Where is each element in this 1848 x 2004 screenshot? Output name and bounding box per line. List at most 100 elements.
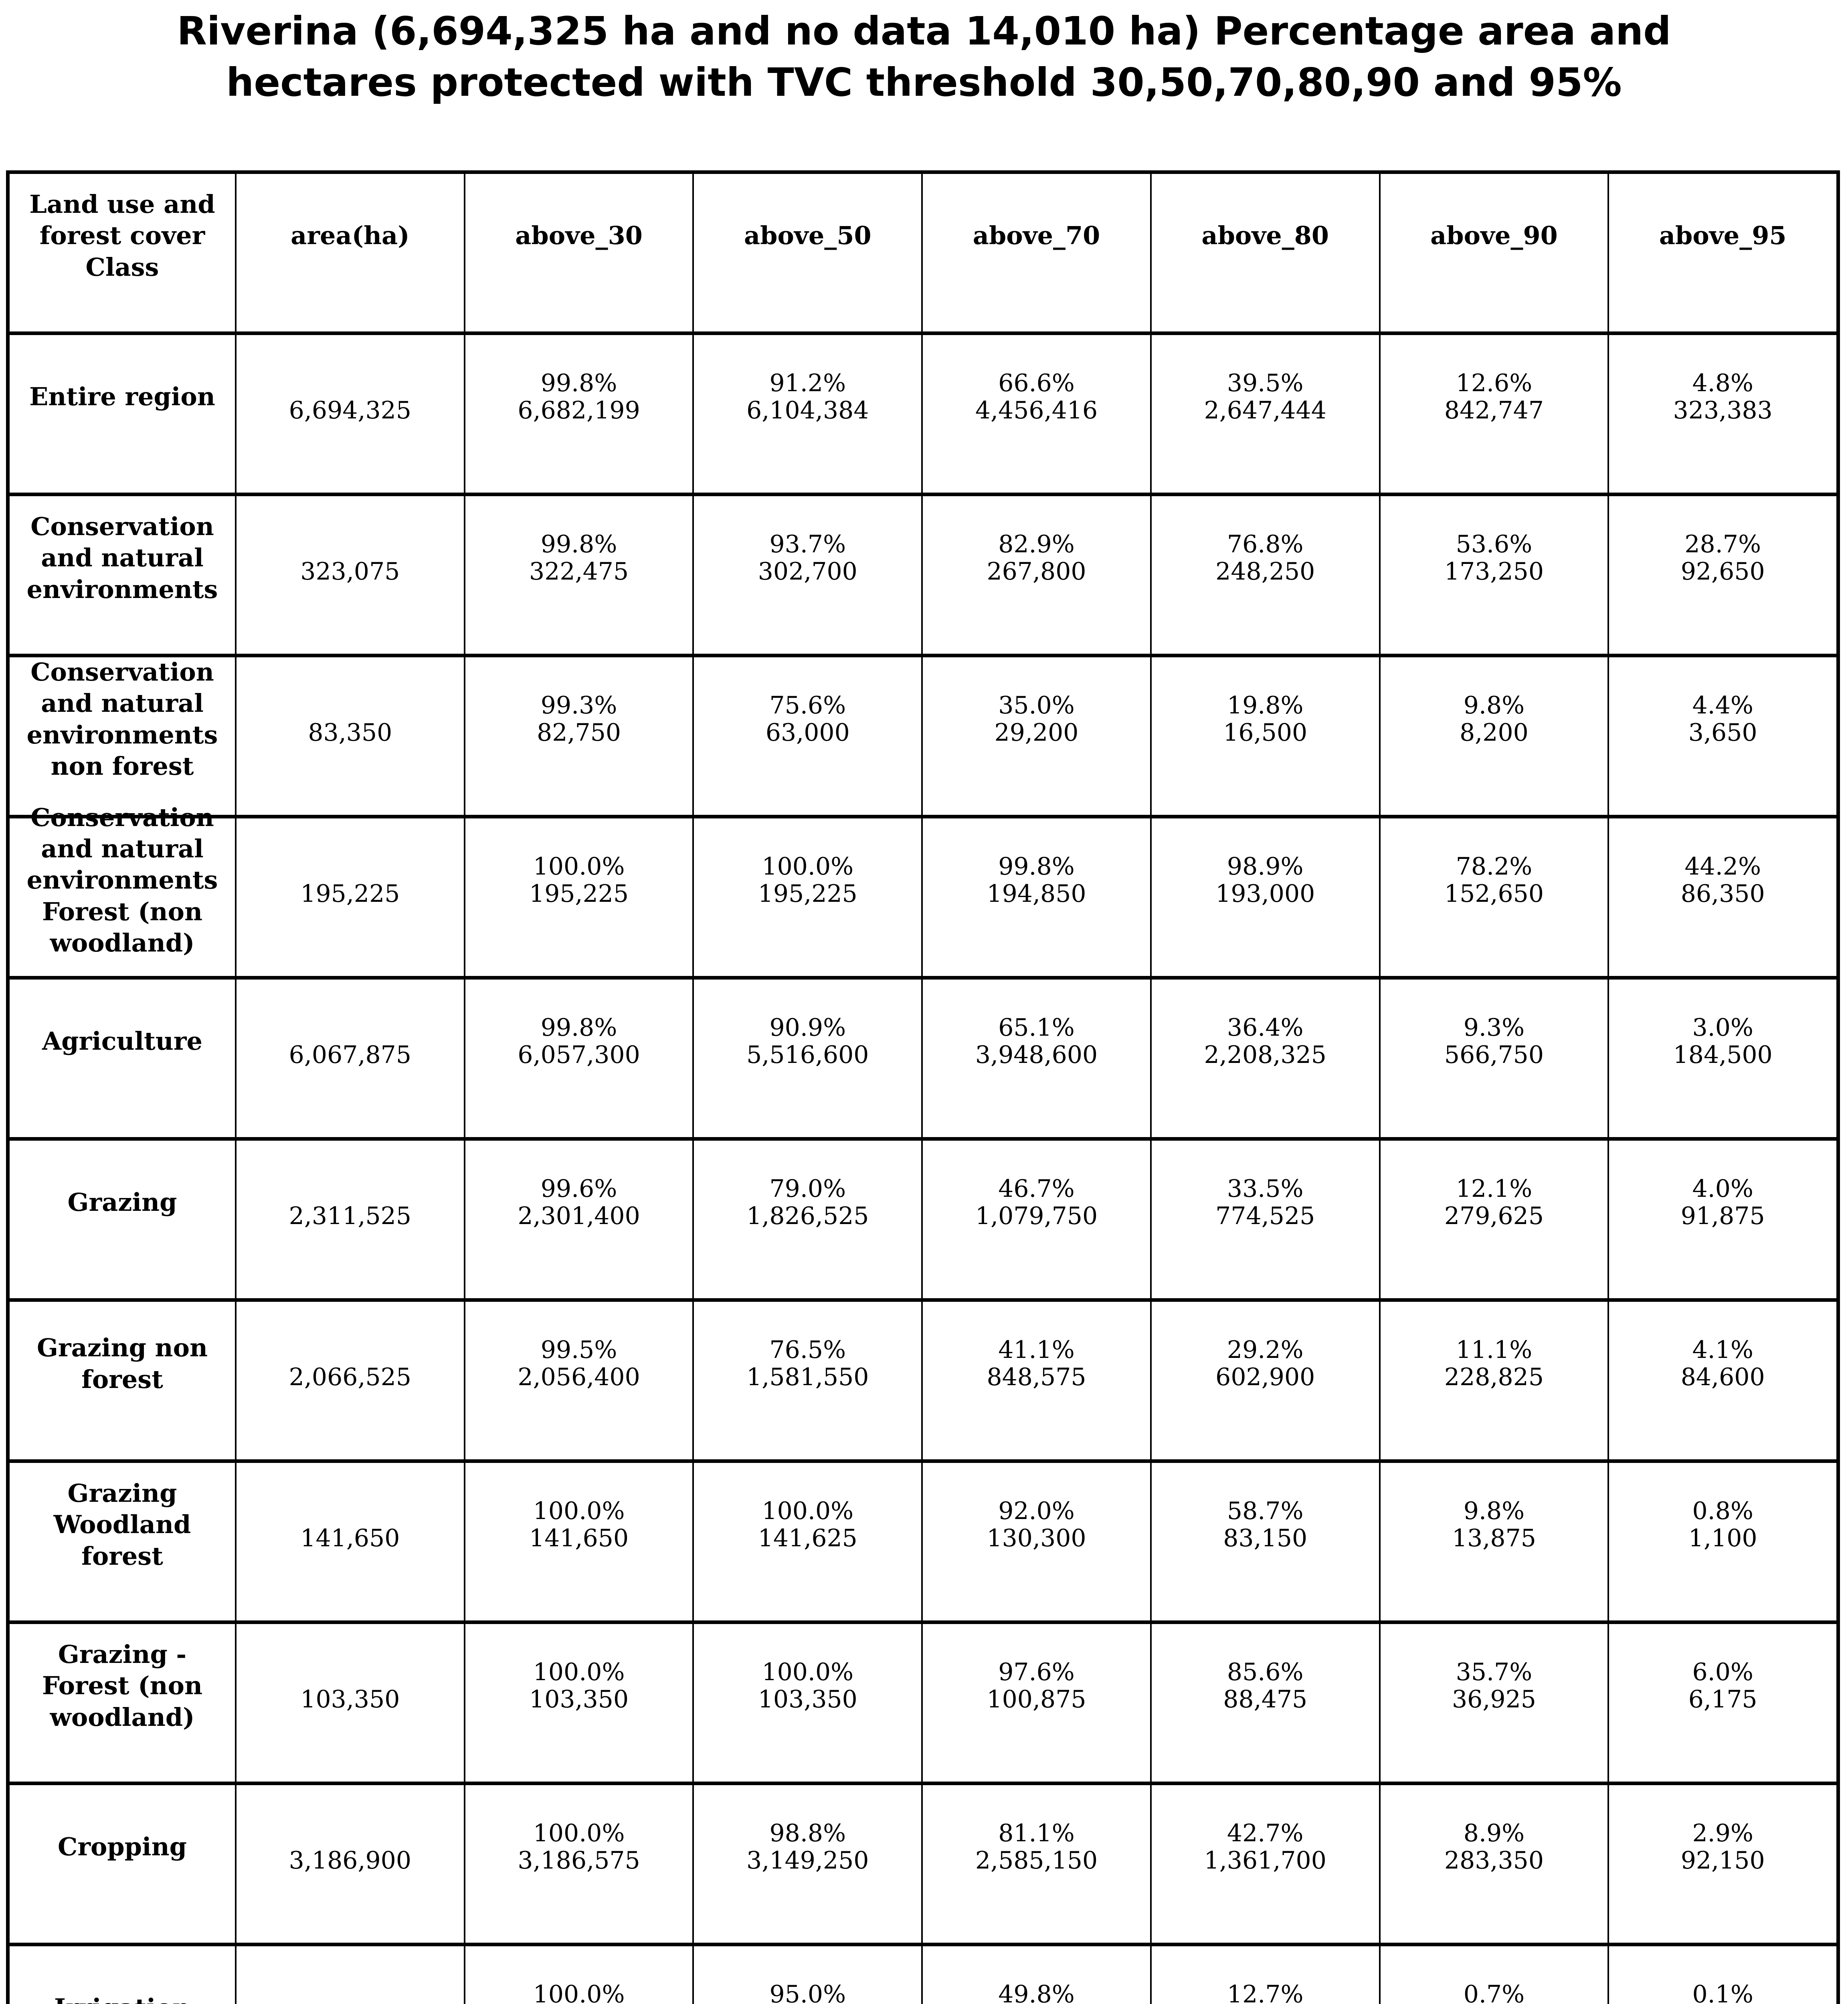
threshold-cell: 4.8% 323,383	[1609, 335, 1836, 493]
area-number: 83,350	[308, 718, 392, 747]
hectares-value: 29,200	[994, 718, 1079, 747]
threshold-cell: 12.7%71,975	[1152, 1946, 1381, 2004]
header-cell: area(ha)	[237, 174, 465, 331]
threshold-value: 99.8% 194,850	[923, 853, 1150, 908]
threshold-value: 12.6% 842,747	[1381, 370, 1608, 424]
threshold-cell: 98.8% 3,149,250	[694, 1785, 923, 1943]
threshold-value: 28.7% 92,650	[1609, 531, 1836, 586]
hectares-value: 36,925	[1452, 1685, 1536, 1713]
report-title-line2: hectares protected with TVC threshold 30…	[226, 60, 1622, 105]
threshold-value: 53.6% 173,250	[1381, 531, 1608, 586]
header-cell: above_95	[1609, 174, 1836, 331]
percent-value: 99.8%	[540, 530, 617, 558]
hectares-value: 3,186,575	[518, 1846, 640, 1875]
row-label: Grazing non forest	[36, 1333, 208, 1394]
hectares-value: 3,650	[1688, 718, 1757, 747]
area-cell: 141,650	[237, 1463, 465, 1620]
threshold-cell: 35.0% 29,200	[923, 657, 1152, 815]
percent-value: 9.8%	[1463, 691, 1525, 719]
hectares-value: 88,475	[1223, 1685, 1308, 1713]
percent-value: 99.5%	[540, 1335, 617, 1364]
percent-line-blank	[237, 370, 464, 397]
hectares-value: 6,682,199	[518, 396, 640, 424]
hectares-value: 91,875	[1680, 1202, 1765, 1230]
percent-value: 11.1%	[1456, 1335, 1533, 1364]
hectares-value: 2,647,444	[1204, 396, 1326, 424]
threshold-cell: 0.8% 1,100	[1609, 1463, 1836, 1620]
area-number: 2,311,525	[289, 1202, 412, 1230]
threshold-cell: 0.7%3,750	[1381, 1946, 1609, 2004]
area-number: 195,225	[300, 879, 400, 908]
threshold-value: 4.4% 3,650	[1609, 692, 1836, 747]
threshold-cell: 98.9% 193,000	[1152, 818, 1381, 976]
threshold-cell: 76.8% 248,250	[1152, 496, 1381, 654]
area-cell: 3,186,900	[237, 1785, 465, 1943]
table-row: Grazing non forest 2,066,525 99.5% 2,056,4…	[10, 1302, 1836, 1463]
threshold-cell: 33.5% 774,525	[1152, 1141, 1381, 1298]
threshold-value: 95.0%539,000	[694, 1981, 921, 2004]
area-value: 83,350	[237, 692, 464, 747]
percent-value: 9.8%	[1463, 1497, 1525, 1525]
hectares-value: 84,600	[1680, 1363, 1765, 1391]
threshold-value: 2.9% 92,150	[1609, 1820, 1836, 1875]
threshold-cell: 12.1% 279,625	[1381, 1141, 1609, 1298]
threshold-value: 49.8%282,575	[923, 1981, 1150, 2004]
table-row: Cropping 3,186,900 100.0% 3,186,575 98.8% 3,…	[10, 1785, 1836, 1946]
threshold-value: 9.3% 566,750	[1381, 1014, 1608, 1069]
percent-value: 85.6%	[1227, 1658, 1304, 1686]
threshold-value: 82.9% 267,800	[923, 531, 1150, 586]
report-title: Riverina (6,694,325 ha and no data 14,01…	[0, 6, 1848, 108]
threshold-cell: 100.0% 141,625	[694, 1463, 923, 1620]
table-row: Grazing Woodland forest 141,650 100.0% 141…	[10, 1463, 1836, 1624]
threshold-cell: 76.5% 1,581,550	[694, 1302, 923, 1459]
threshold-cell: 78.2% 152,650	[1381, 818, 1609, 976]
threshold-cell: 11.1% 228,825	[1381, 1302, 1609, 1459]
hectares-value: 173,250	[1444, 557, 1544, 586]
area-value: 141,650	[237, 1498, 464, 1552]
threshold-cell: 39.5% 2,647,444	[1152, 335, 1381, 493]
area-number: 6,067,875	[289, 1040, 412, 1069]
header-cell: above_90	[1381, 174, 1609, 331]
threshold-cell: 91.2% 6,104,384	[694, 335, 923, 493]
hectares-value: 1,079,750	[975, 1202, 1098, 1230]
threshold-value: 9.8% 8,200	[1381, 692, 1608, 747]
threshold-value: 99.8% 6,057,300	[465, 1014, 693, 1069]
threshold-cell: 3.0% 184,500	[1609, 980, 1836, 1137]
percent-value: 76.5%	[769, 1335, 846, 1364]
threshold-value: 44.2% 86,350	[1609, 853, 1836, 908]
threshold-cell: 99.8% 6,682,199	[465, 335, 694, 493]
threshold-value: 4.0% 91,875	[1609, 1174, 1836, 1230]
threshold-cell: 90.9% 5,516,600	[694, 980, 923, 1137]
row-label-cell: Conservation and natural environments Fo…	[10, 803, 237, 976]
percent-value: 100.0%	[533, 1658, 625, 1686]
threshold-value: 46.7% 1,079,750	[923, 1175, 1150, 1230]
threshold-cell: 36.4% 2,208,325	[1152, 980, 1381, 1137]
hectares-value: 2,585,150	[975, 1846, 1098, 1875]
threshold-cell: 44.2% 86,350	[1609, 818, 1836, 976]
threshold-cell: 65.1% 3,948,600	[923, 980, 1152, 1137]
header-label: above_30	[515, 221, 643, 250]
percent-value: 99.8%	[540, 1013, 617, 1042]
table-row: Conservation and natural environments Fo…	[10, 803, 1836, 980]
hectares-value: 2,301,400	[518, 1202, 640, 1230]
threshold-value: 100.0% 103,350	[694, 1659, 921, 1713]
percent-value: 29.2%	[1227, 1335, 1304, 1364]
table-header-row: Land use and forest cover Class area(ha) a…	[10, 174, 1836, 335]
row-label-cell: Grazing	[10, 1141, 237, 1298]
hectares-value: 3,948,600	[975, 1040, 1098, 1069]
header-label: above_70	[973, 221, 1100, 250]
percent-value: 81.1%	[998, 1819, 1075, 1847]
percent-value: 36.4%	[1227, 1013, 1304, 1042]
percent-value: 4.0%	[1692, 1174, 1753, 1203]
area-value: 2,066,525	[237, 1337, 464, 1391]
row-label: Grazing - Forest (non woodland)	[42, 1640, 203, 1732]
hectares-value: 103,350	[529, 1685, 629, 1713]
row-label: Agriculture	[42, 1026, 202, 1056]
header-label: above_80	[1201, 221, 1329, 250]
threshold-value: 66.6% 4,456,416	[923, 370, 1150, 424]
row-label-cell: Grazing - Forest (non woodland)	[10, 1624, 237, 1782]
hectares-value: 283,350	[1444, 1846, 1544, 1875]
row-label: Grazing Woodland forest	[53, 1479, 191, 1571]
hectares-value: 1,581,550	[746, 1363, 869, 1391]
percent-value: 35.0%	[998, 691, 1075, 719]
